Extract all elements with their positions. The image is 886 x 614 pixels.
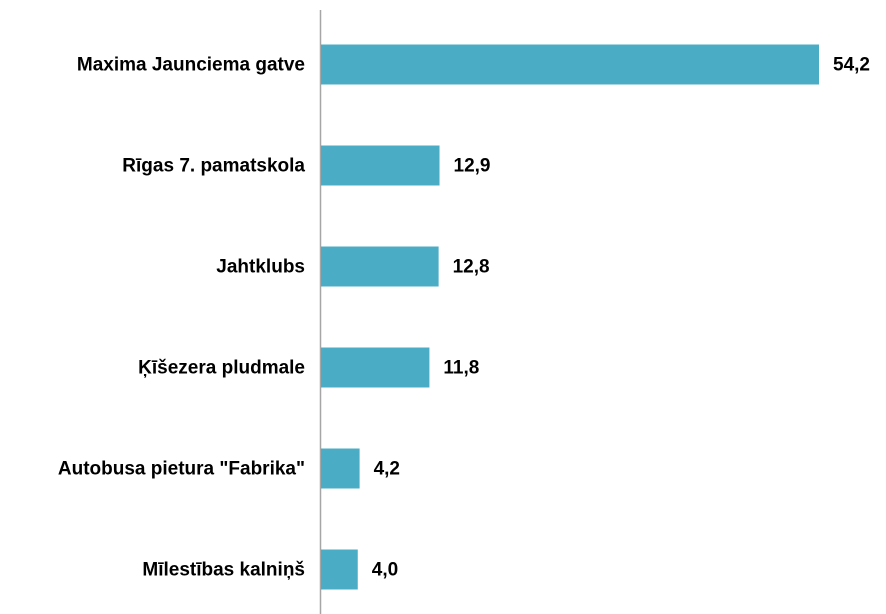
category-label: Jahtklubs [216, 257, 305, 278]
value-label: 11,8 [443, 358, 479, 379]
bar [321, 347, 430, 388]
category-label: Rīgas 7. pamatskola [122, 156, 305, 177]
bar [321, 549, 358, 590]
bar [321, 145, 440, 186]
bar [321, 448, 360, 489]
category-label: Ķīšezera pludmale [138, 358, 305, 379]
value-label: 12,8 [453, 257, 490, 278]
category-label: Maxima Jaunciema gatve [77, 55, 305, 76]
value-label: 54,2 [833, 55, 870, 76]
value-label: 4,2 [374, 459, 400, 480]
category-label: Autobusa pietura "Fabrika" [58, 459, 305, 480]
category-label: Mīlestības kalniņš [142, 560, 305, 581]
bar [321, 44, 819, 85]
value-label: 4,0 [372, 560, 398, 581]
bar [321, 246, 439, 287]
value-label: 12,9 [454, 156, 491, 177]
